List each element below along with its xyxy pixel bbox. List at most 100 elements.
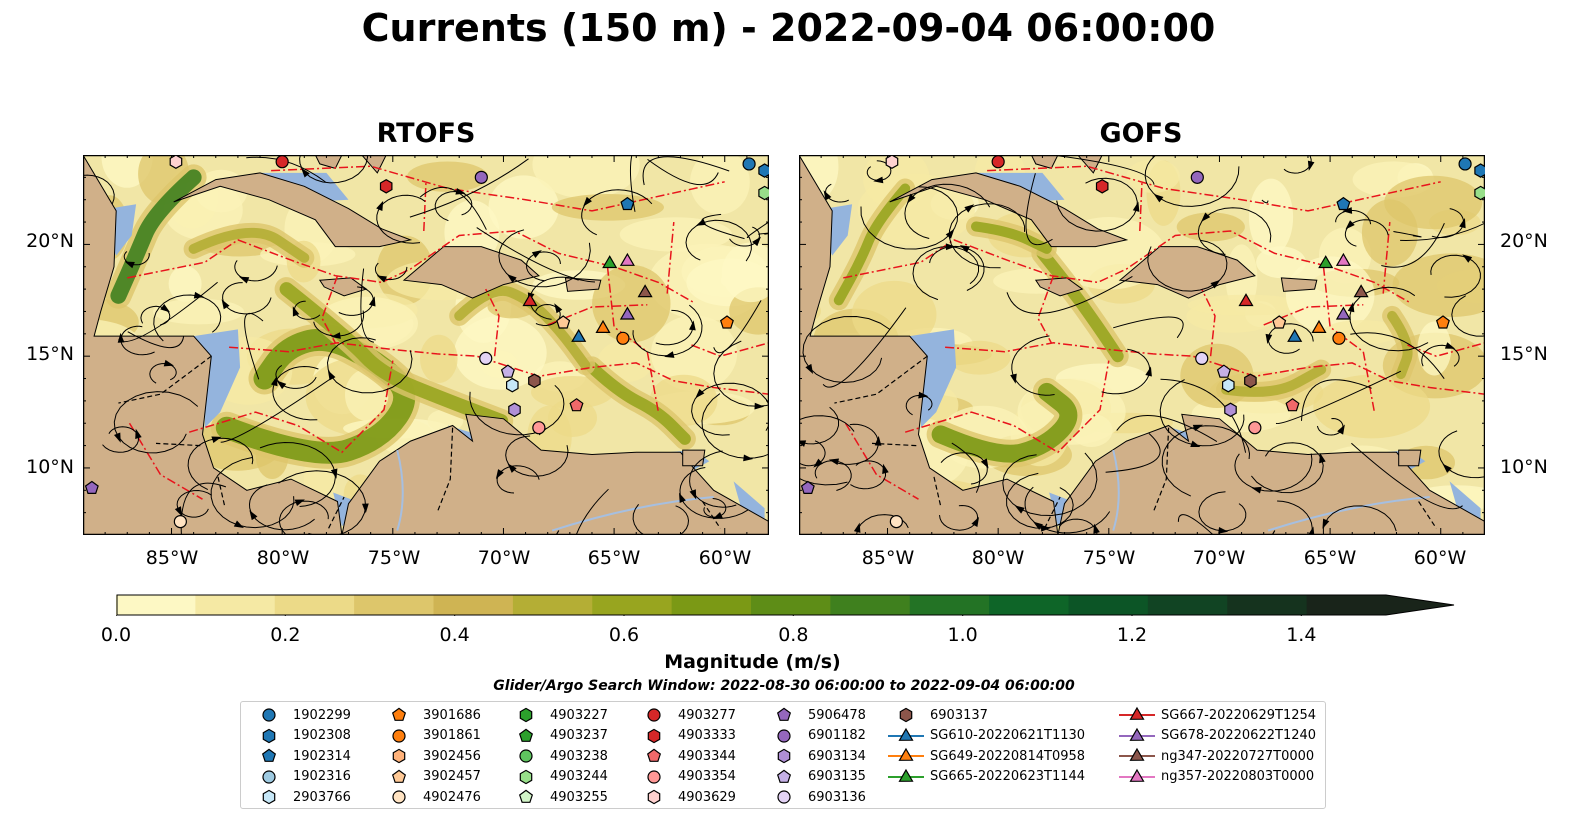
platform-SG678-20220622T1240-gofs[interactable]: [1335, 306, 1351, 320]
platform-4903344-gofs[interactable]: [1285, 398, 1300, 412]
legend-item-label: 3902456: [423, 748, 481, 764]
platform-6903136-gofs[interactable]: [1195, 351, 1209, 366]
legend-item-label: 4903255: [550, 789, 608, 805]
platform-1902299[interactable]: [742, 157, 756, 171]
hexagon-marker-icon: [899, 707, 913, 723]
platform-SG649-20220814T0958[interactable]: [595, 319, 611, 333]
platform-4903354-gofs[interactable]: [1248, 421, 1262, 435]
legend-item-label: SG678-20220622T1240: [1161, 728, 1317, 744]
legend-item-label: 2903766: [293, 789, 351, 805]
platform-SG610-20220621T1130-gofs[interactable]: [1287, 328, 1303, 342]
legend-item-label: 4903344: [678, 748, 736, 764]
triangle-line-marker-icon: [888, 768, 924, 782]
platform-1902308[interactable]: [758, 163, 769, 178]
legend-item-label: SG610-20220621T1130: [930, 728, 1086, 744]
platform-1902314-gofs[interactable]: [1336, 196, 1351, 211]
platform-SG667-20220629T1254-gofs[interactable]: [1238, 293, 1254, 307]
legend-item-label: 4903238: [550, 748, 608, 764]
platform-4903629[interactable]: [169, 155, 183, 169]
platform-3901861-gofs[interactable]: [1332, 331, 1346, 345]
platform-4903344[interactable]: [569, 398, 584, 412]
magnitude-colorbar: [116, 594, 1455, 616]
platform-2903766[interactable]: [506, 377, 519, 393]
circle-marker-icon: [392, 728, 406, 743]
circle-marker-icon: [777, 790, 791, 804]
platform-4903244[interactable]: [758, 185, 769, 201]
platform-SG667-20220629T1254[interactable]: [522, 293, 538, 307]
legend-item: 1902314: [249, 746, 351, 766]
platform-4903333-gofs[interactable]: [1095, 179, 1109, 194]
platform-3902457-gofs[interactable]: [1272, 315, 1287, 329]
legend-item: 3902456: [379, 746, 481, 766]
rtofs-current-map[interactable]: [83, 155, 769, 535]
pentagon-marker-icon: [518, 728, 534, 742]
platform-5906478[interactable]: [84, 480, 99, 494]
legend-item: 4903237: [506, 726, 608, 746]
platform-4903333[interactable]: [379, 179, 393, 194]
platform-6903137[interactable]: [528, 373, 541, 389]
platform-3901861[interactable]: [616, 331, 630, 345]
platform-4902476[interactable]: [173, 514, 187, 529]
platform-SG665-20220623T1144[interactable]: [602, 255, 618, 269]
legend-item: 1902308: [249, 726, 351, 746]
legend-item: 4903277: [634, 705, 736, 725]
legend-item: 4902476: [379, 787, 481, 807]
platform-4903629-gofs[interactable]: [885, 155, 899, 169]
legend-item: 3902457: [379, 767, 481, 787]
platform-5906478-gofs[interactable]: [800, 480, 815, 494]
platform-6903134[interactable]: [508, 402, 521, 418]
legend-item-label: 6903134: [808, 748, 866, 764]
lon-label-60w: 60°W: [698, 547, 752, 569]
platform-3902457[interactable]: [556, 315, 571, 329]
platform-ng347-20220727T0000[interactable]: [637, 284, 653, 298]
hexagon-marker-icon: [262, 790, 276, 805]
platform-3901686-gofs[interactable]: [1435, 315, 1450, 329]
legend-item: 4903354: [634, 767, 736, 787]
legend-item-label: 4903237: [550, 728, 608, 744]
platform-SG649-20220814T0958-gofs[interactable]: [1311, 319, 1327, 333]
platform-4903277[interactable]: [275, 155, 289, 169]
platform-6903135-gofs[interactable]: [1216, 364, 1231, 378]
legend-item: 1902299: [249, 705, 351, 725]
triangle-line-marker-icon: [888, 727, 924, 741]
hexagon-marker-icon: [519, 769, 533, 785]
legend-item-label: 4903629: [678, 789, 736, 805]
platform-6903134-gofs[interactable]: [1224, 402, 1237, 418]
platform-6903135[interactable]: [500, 364, 515, 378]
platform-4903277-gofs[interactable]: [991, 155, 1005, 169]
hexagon-marker-icon: [262, 728, 276, 743]
platform-1902314[interactable]: [620, 196, 635, 211]
platform-ng347-20220727T0000-gofs[interactable]: [1353, 284, 1369, 298]
platform-SG678-20220622T1240[interactable]: [619, 306, 635, 320]
platform-6903136[interactable]: [479, 351, 493, 366]
legend-item-label: SG649-20220814T0958: [930, 748, 1086, 764]
platform-1902299-gofs[interactable]: [1458, 157, 1472, 171]
legend-item: ng347-20220727T0000: [1117, 746, 1314, 766]
figure-title: Currents (150 m) - 2022-09-04 06:00:00: [361, 6, 1216, 50]
platform-SG610-20220621T1130[interactable]: [571, 328, 587, 342]
platform-2903766-gofs[interactable]: [1222, 377, 1235, 393]
platform-ng357-20220803T0000-gofs[interactable]: [1335, 252, 1351, 266]
platform-4903354[interactable]: [532, 421, 546, 435]
lon-label-70w: 70°W: [477, 547, 531, 569]
lon-label-70w-gofs: 70°W: [1192, 547, 1246, 569]
platform-6903137-gofs[interactable]: [1244, 373, 1257, 389]
lon-label-85w-gofs: 85°W: [861, 547, 915, 569]
platform-6901182[interactable]: [474, 170, 488, 184]
legend-item-label: SG667-20220629T1254: [1161, 707, 1317, 723]
platform-4902476-gofs[interactable]: [889, 514, 903, 529]
lon-label-85w: 85°W: [145, 547, 199, 569]
platform-ng357-20220803T0000[interactable]: [619, 252, 635, 266]
legend-item-label: 6903136: [808, 789, 866, 805]
pentagon-marker-icon: [518, 790, 534, 804]
gofs-current-map[interactable]: [799, 155, 1485, 535]
platform-6901182-gofs[interactable]: [1190, 170, 1204, 184]
platform-SG665-20220623T1144-gofs[interactable]: [1318, 255, 1334, 269]
platform-3901686[interactable]: [719, 315, 734, 329]
platform-1902308-gofs[interactable]: [1474, 163, 1485, 178]
legend-item: SG649-20220814T0958: [886, 746, 1085, 766]
platform-4903244-gofs[interactable]: [1474, 185, 1485, 201]
legend-item-label: 4903354: [678, 769, 736, 785]
legend-item: 4903238: [506, 746, 608, 766]
hexagon-marker-icon: [392, 748, 406, 764]
